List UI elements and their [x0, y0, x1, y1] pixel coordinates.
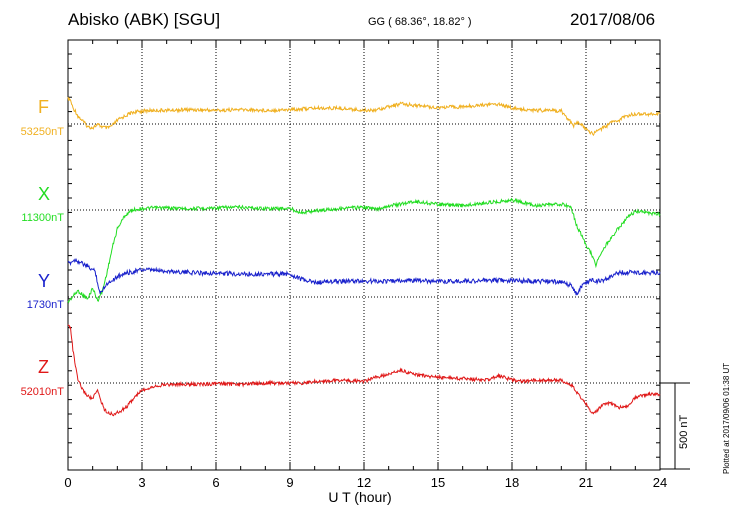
component-baseline-y: 1730nT — [26, 299, 64, 311]
date-label: 2017/08/06 — [570, 10, 656, 29]
x-tick-label: 9 — [286, 475, 293, 490]
plot-frame — [67, 39, 661, 471]
plotted-timestamp: Plotted at 2017/09/06 01:38 UT — [722, 362, 730, 474]
series-x-line — [67, 197, 661, 304]
x-tick-label: 15 — [431, 475, 445, 490]
component-baseline-x: 11300nT — [21, 212, 64, 224]
scale-bar-label: 500 nT — [678, 414, 690, 449]
x-tick-label: 3 — [138, 475, 145, 490]
x-tick-label: 12 — [357, 475, 371, 490]
component-label-f: F — [38, 97, 49, 117]
station-title: Abisko (ABK) [SGU] — [68, 10, 221, 29]
x-tick-label: 21 — [579, 475, 593, 490]
component-baseline-f: 53250nT — [20, 126, 64, 138]
component-baseline-z: 52010nT — [20, 386, 64, 398]
x-tick-label: 6 — [212, 475, 219, 490]
component-label-z: Z — [38, 357, 49, 377]
series-f-line — [67, 96, 661, 137]
coordinates-label: GG ( 68.36°, 18.82° ) — [368, 16, 472, 28]
x-tick-label: 24 — [653, 475, 667, 490]
x-axis-label: U T (hour) — [328, 489, 392, 505]
component-label-y: Y — [38, 271, 51, 291]
series-z-line — [67, 324, 661, 417]
x-tick-label: 18 — [505, 475, 519, 490]
x-tick-label: 0 — [64, 475, 71, 490]
series-y-line — [67, 258, 661, 296]
component-label-x: X — [38, 184, 51, 204]
